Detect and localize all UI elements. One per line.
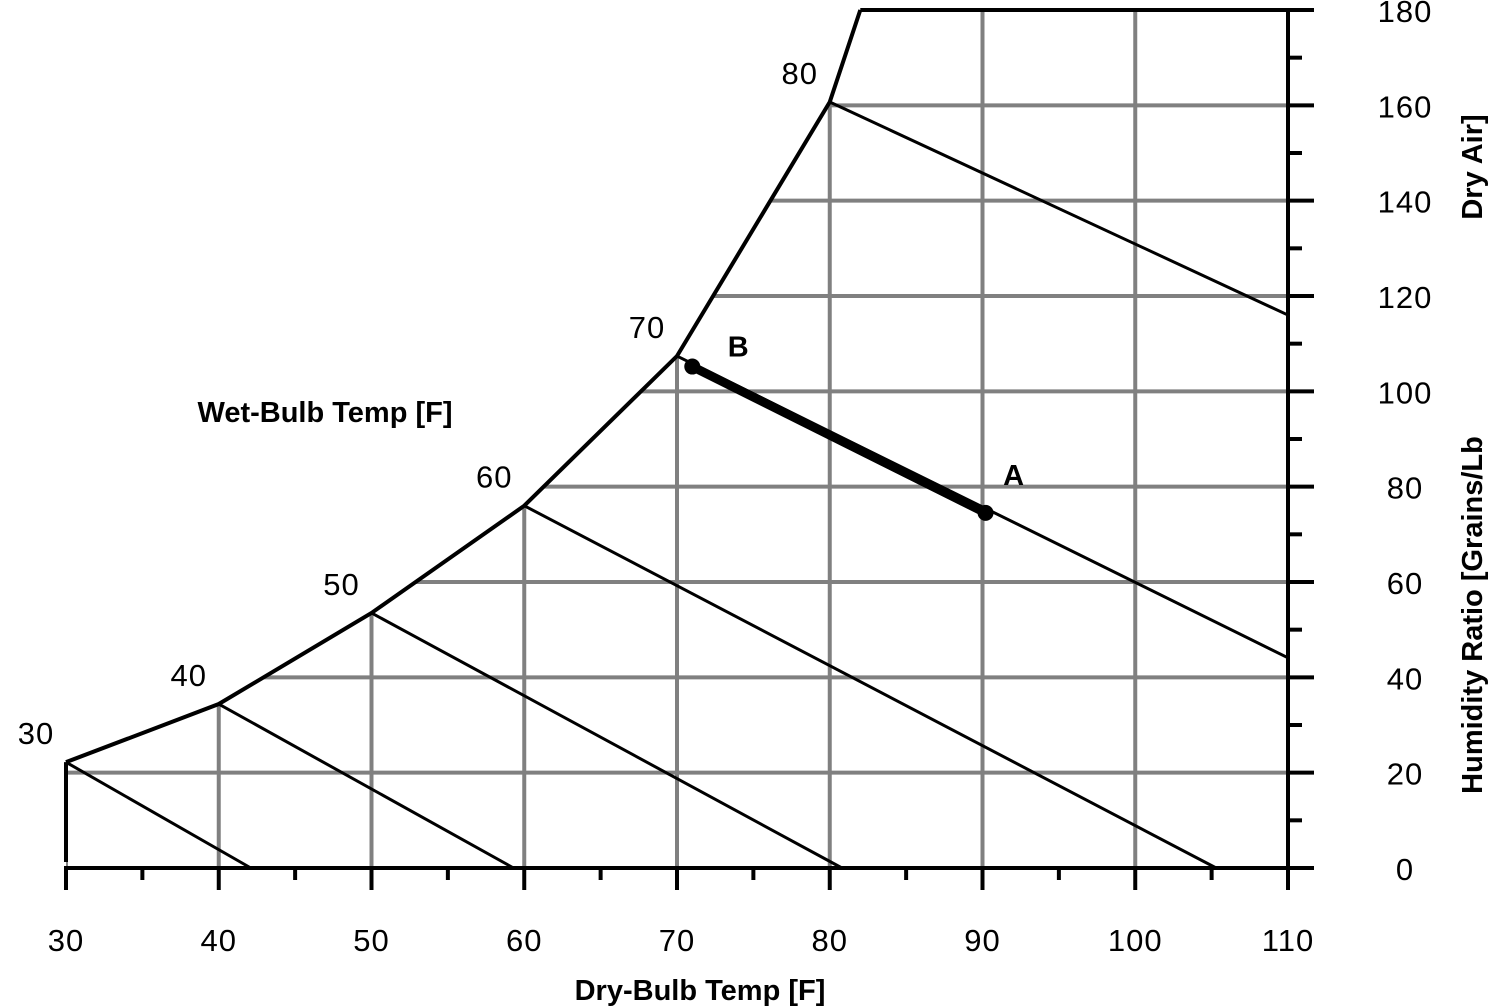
x-tick-label-80: 80 xyxy=(812,923,848,958)
wet-bulb-label-30: 30 xyxy=(18,716,54,751)
wet-bulb-label-60: 60 xyxy=(476,460,512,495)
state-label-A: A xyxy=(1003,460,1024,492)
y-tick-label-100: 100 xyxy=(1378,375,1433,410)
y-tick-label-120: 120 xyxy=(1378,280,1433,315)
state-point-B xyxy=(684,358,701,375)
y-tick-label-180: 180 xyxy=(1378,0,1433,29)
wet-bulb-label-40: 40 xyxy=(171,658,207,693)
process-line xyxy=(690,362,988,517)
state-label-B: B xyxy=(728,332,749,364)
y-tick-label-40: 40 xyxy=(1387,661,1423,696)
x-axis-label: Dry-Bulb Temp [F] xyxy=(575,975,826,1007)
y-axis-label-line1: Humidity Ratio [Grains/Lb xyxy=(1457,436,1489,794)
x-tick-label-90: 90 xyxy=(964,923,1000,958)
wet-bulb-line-80 xyxy=(829,100,1289,317)
wet-bulb-line-30 xyxy=(65,760,252,870)
y-axis-label-line2: Dry Air] xyxy=(1457,114,1489,219)
x-tick-label-100: 100 xyxy=(1108,923,1163,958)
wet-bulb-line-40 xyxy=(218,702,515,870)
y-tick-label-80: 80 xyxy=(1387,471,1423,506)
y-tick-label-0: 0 xyxy=(1396,852,1414,887)
axes xyxy=(64,8,1314,890)
state-point-A xyxy=(977,504,994,521)
wet-bulb-label-70: 70 xyxy=(629,310,665,345)
x-tick-label-110: 110 xyxy=(1262,923,1314,958)
x-tick-label-60: 60 xyxy=(506,923,542,958)
wet-bulb-label-80: 80 xyxy=(782,56,818,91)
x-tick-label-40: 40 xyxy=(201,923,237,958)
curve-label: Wet-Bulb Temp [F] xyxy=(197,397,452,429)
wet-bulb-line-60 xyxy=(523,504,1217,870)
x-tick-label-30: 30 xyxy=(48,923,84,958)
x-tick-label-70: 70 xyxy=(659,923,695,958)
grid xyxy=(66,10,1288,868)
y-tick-label-160: 160 xyxy=(1378,89,1433,124)
x-tick-label-50: 50 xyxy=(353,923,389,958)
wet-bulb-lines xyxy=(64,8,1300,870)
wet-bulb-line-50 xyxy=(370,611,843,870)
y-tick-label-20: 20 xyxy=(1387,757,1423,792)
wet-bulb-label-50: 50 xyxy=(323,567,359,602)
labels: 30 40 50 60 70 80 A B 30 40 50 60 70 80 90 100 110 0 20 40 6… xyxy=(18,0,1433,958)
y-tick-label-140: 140 xyxy=(1378,185,1433,220)
y-tick-label-60: 60 xyxy=(1387,566,1423,601)
